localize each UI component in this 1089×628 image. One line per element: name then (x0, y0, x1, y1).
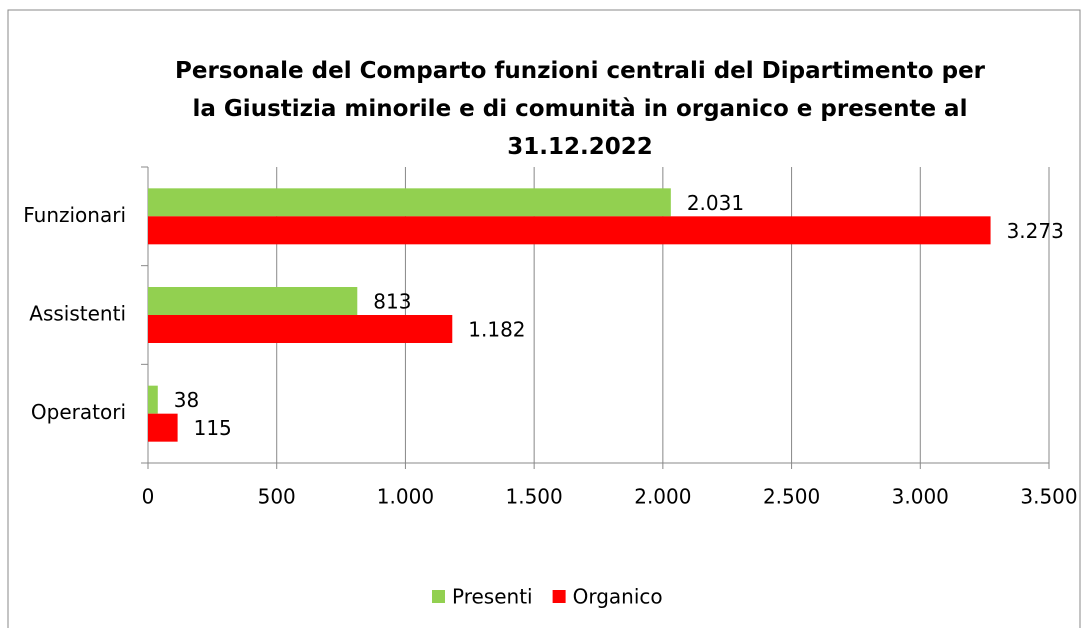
data-label: 3.273 (1007, 219, 1064, 243)
bar (148, 287, 358, 315)
data-label: 38 (174, 388, 199, 412)
legend-label: Organico (573, 585, 663, 609)
y-tick-label: Operatori (31, 400, 126, 424)
x-tick-label: 2.500 (763, 485, 820, 509)
bar (148, 385, 158, 414)
bar (148, 413, 178, 442)
x-tick-label: 2.000 (634, 485, 691, 509)
chart-border (7, 9, 1081, 628)
x-tick-label: 3.000 (892, 485, 949, 509)
data-label: 1.182 (468, 318, 525, 342)
x-tick-label: 500 (258, 485, 296, 509)
bar (148, 216, 991, 245)
data-label: 813 (373, 290, 411, 314)
legend-swatch (552, 590, 566, 603)
legend-label: Presenti (452, 585, 533, 609)
legend-swatch (432, 590, 445, 603)
bar (148, 188, 671, 217)
bar (148, 315, 453, 343)
x-tick-label: 1.000 (377, 485, 434, 509)
data-label: 2.031 (687, 191, 744, 215)
x-tick-label: 0 (142, 485, 155, 509)
x-tick-label: 3.500 (1020, 485, 1077, 509)
y-tick-label: Funzionari (23, 203, 126, 227)
data-label: 115 (194, 416, 232, 440)
y-tick-label: Assistenti (29, 302, 126, 326)
x-tick-label: 1.500 (506, 485, 563, 509)
chart-title: Personale del Comparto funzioni centrali… (174, 58, 986, 160)
